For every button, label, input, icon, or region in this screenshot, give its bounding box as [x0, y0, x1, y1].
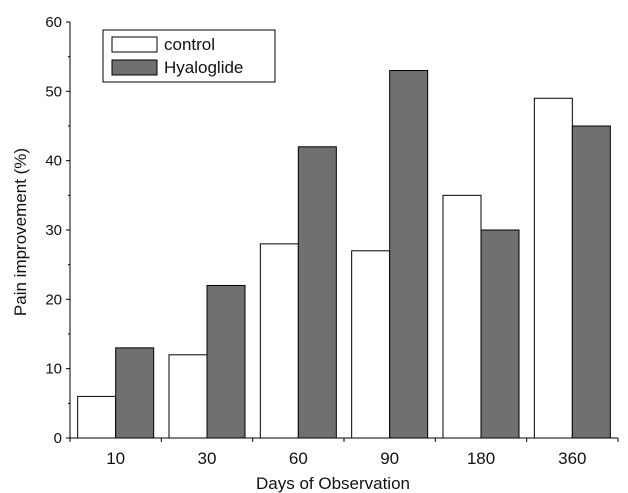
- bar-hyaloglide-10: [115, 347, 155, 439]
- bar-control-90: [351, 250, 391, 439]
- bar-hyaloglide-60: [297, 146, 337, 439]
- legend-label-control: control: [164, 35, 215, 54]
- y-tick-label: 60: [45, 14, 62, 31]
- bar-control-60: [259, 243, 299, 439]
- y-tick-label: 20: [45, 291, 62, 308]
- legend-swatch-control: [111, 36, 158, 53]
- bar-hyaloglide-360: [571, 125, 611, 439]
- legend: control Hyaloglide: [102, 29, 276, 83]
- bars-layer: [77, 70, 611, 439]
- x-tick-label: 10: [106, 449, 125, 468]
- ticks-layer: 0 10 20 30 40 50 60 10 30 60 90 180 360: [45, 14, 619, 468]
- x-tick-label: 90: [380, 449, 399, 468]
- x-tick-label: 180: [467, 449, 495, 468]
- legend-label-hyaloglide: Hyaloglide: [164, 58, 243, 77]
- x-tick-label: 30: [198, 449, 217, 468]
- x-tick-label: 60: [289, 449, 308, 468]
- y-axis-title: Pain improvement (%): [11, 148, 30, 316]
- bar-hyaloglide-180: [480, 229, 520, 439]
- bar-control-30: [168, 354, 208, 439]
- y-tick-label: 50: [45, 83, 62, 100]
- y-tick-label: 10: [45, 361, 62, 378]
- y-tick-label: 40: [45, 153, 62, 170]
- bar-control-10: [77, 395, 117, 439]
- bar-hyaloglide-90: [389, 70, 429, 439]
- legend-swatch-hyaloglide: [111, 59, 158, 76]
- x-axis-title: Days of Observation: [256, 474, 410, 493]
- y-tick-label: 0: [54, 430, 62, 447]
- x-tick-label: 360: [558, 449, 586, 468]
- bar-control-360: [533, 97, 573, 439]
- bar-hyaloglide-30: [206, 284, 246, 439]
- y-tick-label: 30: [45, 222, 62, 239]
- bar-control-180: [442, 194, 482, 439]
